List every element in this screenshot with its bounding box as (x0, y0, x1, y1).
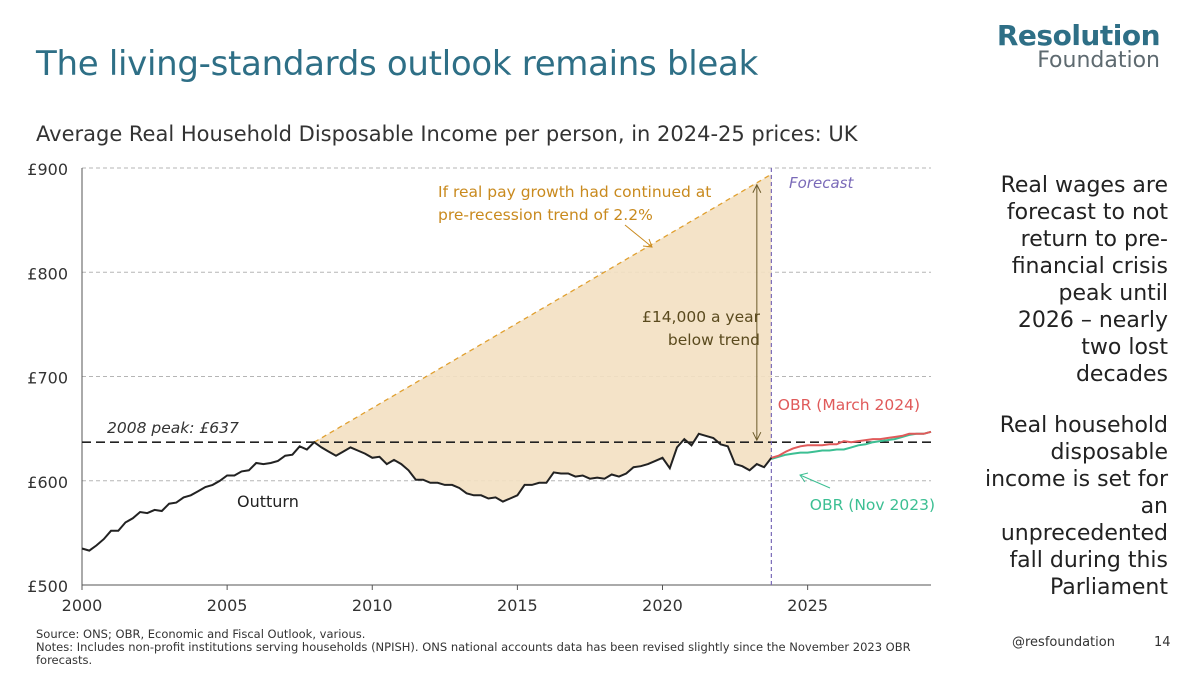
y-tick-label-800: £800 (27, 264, 68, 283)
gap-arrow-head-top (752, 183, 762, 193)
series-layer (81, 168, 932, 585)
y-tick-label-600: £600 (27, 473, 68, 492)
x-tick-label-2015: 2015 (497, 596, 538, 615)
gap-annotation-line2: below trend (668, 331, 760, 349)
footer-notes: Source: ONS; OBR, Economic and Fiscal Ou… (36, 628, 916, 667)
y-tick-label-500: £500 (27, 577, 68, 596)
obr-nov-2023-pointer-head (799, 472, 809, 483)
outturn-series-line (81, 432, 773, 552)
x-tick-label-2010: 2010 (352, 596, 393, 615)
trend-annotation-line1: If real pay growth had continued at (438, 183, 711, 201)
x-tick-label-2025: 2025 (787, 596, 828, 615)
trend-annotation-pointer (624, 224, 653, 248)
footer-notes-text: Notes: Includes non-profit institutions … (36, 640, 911, 667)
logo-line2: Foundation (1037, 48, 1160, 73)
obr-march-2024-label: OBR (March 2024) (778, 396, 920, 414)
gap-arrow-head-bottom (752, 431, 762, 442)
trend-annotation-pointer-head (642, 238, 653, 248)
page-title: The living-standards outlook remains ble… (36, 44, 758, 84)
outturn-label: Outturn (237, 492, 299, 511)
footer-source: Source: ONS; OBR, Economic and Fiscal Ou… (36, 627, 366, 641)
y-tick-label-700: £700 (27, 369, 68, 388)
obr-nov-2023-pointer (799, 474, 831, 489)
obr-nov-2023-label: OBR (Nov 2023) (810, 496, 935, 514)
logo-line1: Resolution (996, 19, 1161, 52)
gap-fill-layer (314, 174, 772, 502)
y-tick-label-900: £900 (27, 160, 68, 179)
chart-subtitle: Average Real Household Disposable Income… (36, 122, 858, 146)
sidebar-text-wages: Real wages are forecast to not return to… (1000, 173, 1168, 387)
obr-nov-2023-series-line (771, 430, 932, 460)
x-tick-label-2020: 2020 (642, 596, 683, 615)
x-tick-label-2000: 2000 (62, 596, 103, 615)
income-line-chart: £500 £600 £700 £800 £900 2000 2005 2010 2015 2020… (27, 160, 935, 615)
forecast-label: Forecast (789, 174, 854, 192)
axis-layer: £500 £600 £700 £800 £900 2000 2005 2010 2015 2020… (27, 160, 931, 615)
twitter-handle[interactable]: @resfoundation (1012, 635, 1115, 650)
trend-series-line (313, 173, 772, 443)
peak-label: 2008 peak: £637 (107, 419, 239, 437)
annotation-layer: If real pay growth had continued at pre-r… (107, 174, 935, 514)
x-tick-label-2005: 2005 (207, 596, 248, 615)
below-trend-gap-area (314, 174, 772, 502)
grid-layer (82, 167, 931, 482)
gap-annotation-line1: £14,000 a year (642, 308, 761, 326)
resolution-foundation-logo: Resolution Foundation (996, 19, 1161, 73)
obr-march-2024-series-line (771, 430, 932, 459)
page-number: 14 (1154, 635, 1171, 650)
sidebar-text-income: Real household disposable income is set … (984, 413, 1168, 600)
trend-annotation-line2: pre-recession trend of 2.2% (438, 206, 653, 224)
